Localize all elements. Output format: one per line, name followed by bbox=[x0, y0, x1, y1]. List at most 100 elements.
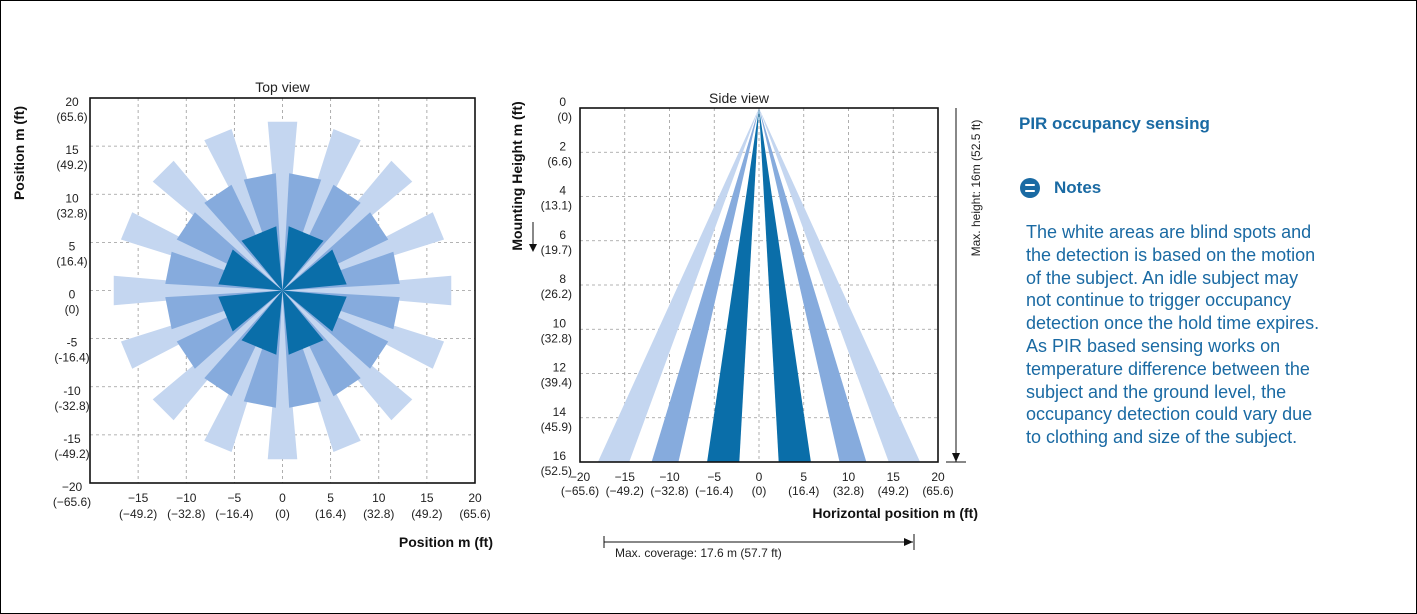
notes-line: As PIR based sensing works on bbox=[1026, 335, 1281, 356]
notes-text: The white areas are blind spots and the d… bbox=[1026, 221, 1386, 449]
top-x-tick-sublabel: (−32.8) bbox=[167, 507, 205, 521]
top-y-tick-label: -15 bbox=[63, 432, 81, 446]
top-x-tick-sublabel: (16.4) bbox=[315, 507, 346, 521]
side-y-tick-sublabel: (32.8) bbox=[541, 331, 572, 345]
top-y-tick-label: -10 bbox=[63, 384, 81, 398]
top-y-tick-sublabel: (−65.6) bbox=[53, 495, 91, 509]
side-x-tick-sublabel: (65.6) bbox=[922, 484, 953, 498]
side-y-tick-sublabel: (6.6) bbox=[547, 154, 572, 168]
side-y-tick-label: 8 bbox=[559, 272, 566, 286]
top-y-tick-sublabel: (65.6) bbox=[56, 110, 87, 124]
side-view-beam-3 bbox=[707, 108, 759, 462]
top-view-beam-ring-3 bbox=[241, 226, 283, 291]
side-x-tick-label: 10 bbox=[842, 470, 856, 484]
top-view-beam-ring-1 bbox=[267, 121, 298, 291]
info-title: PIR occupancy sensing bbox=[1019, 114, 1210, 133]
notes-line: detection once the hold time expires. bbox=[1026, 313, 1320, 334]
top-y-tick-label: 10 bbox=[65, 191, 79, 205]
notes-line: not continue to trigger occupancy bbox=[1026, 290, 1292, 311]
top-x-tick-sublabel: (65.6) bbox=[459, 507, 490, 521]
top-x-tick-label: 5 bbox=[327, 491, 334, 505]
side-x-tick-label: 15 bbox=[887, 470, 901, 484]
notes-line: temperature difference between the bbox=[1026, 358, 1310, 379]
top-view-x-axis-label: Position m (ft) bbox=[399, 534, 493, 550]
side-y-tick-label: 2 bbox=[559, 139, 566, 153]
side-y-tick-label: 10 bbox=[553, 316, 567, 330]
side-view-x-axis-label: Horizontal position m (ft) bbox=[812, 505, 978, 521]
notes-line: occupancy detection could vary due bbox=[1026, 404, 1313, 425]
top-y-tick-sublabel: (0) bbox=[65, 303, 80, 317]
side-view-title: Side view bbox=[709, 90, 770, 106]
top-view-chart: −15(−49.2)−10(−32.8)−5(−16.4)0(0)5(16.4)… bbox=[11, 79, 493, 550]
side-view-y-axis-label: Mounting Height m (ft) bbox=[509, 101, 525, 250]
side-x-tick-sublabel: (−65.6) bbox=[561, 484, 599, 498]
top-y-tick-label: -5 bbox=[67, 336, 78, 350]
top-view-beam-ring-1 bbox=[282, 160, 413, 291]
side-y-tick-label: 16 bbox=[553, 449, 567, 463]
side-y-tick-sublabel: (19.7) bbox=[541, 243, 572, 257]
side-x-tick-sublabel: (−32.8) bbox=[650, 484, 688, 498]
top-y-tick-sublabel: (-32.8) bbox=[54, 399, 89, 413]
side-view-beam-4 bbox=[759, 108, 811, 462]
top-y-tick-sublabel: (16.4) bbox=[56, 254, 87, 268]
top-x-tick-label: −10 bbox=[176, 491, 197, 505]
side-x-tick-sublabel: (32.8) bbox=[833, 484, 864, 498]
side-y-tick-sublabel: (45.9) bbox=[541, 420, 572, 434]
top-view-beam-ring-3 bbox=[282, 290, 347, 332]
top-view-beam-ring-1 bbox=[152, 160, 283, 291]
side-y-tick-sublabel: (0) bbox=[557, 110, 572, 124]
side-x-tick-sublabel: (0) bbox=[752, 484, 767, 498]
max-height-arrowhead bbox=[952, 453, 960, 462]
side-x-tick-sublabel: (16.4) bbox=[788, 484, 819, 498]
notes-header: Notes bbox=[1020, 178, 1101, 198]
side-y-tick-label: 6 bbox=[559, 228, 566, 242]
top-x-tick-sublabel: (49.2) bbox=[411, 507, 442, 521]
top-y-tick-label: 0 bbox=[69, 288, 76, 302]
top-view-beam-ring-1 bbox=[267, 290, 298, 460]
side-y-tick-label: 14 bbox=[553, 405, 567, 419]
side-y-tick-sublabel: (52.5) bbox=[541, 464, 572, 478]
notes-line: subject and the ground level, the bbox=[1026, 381, 1287, 402]
top-view-beam-ring-3 bbox=[282, 226, 324, 291]
side-x-tick-label: 20 bbox=[931, 470, 945, 484]
top-x-tick-label: 20 bbox=[468, 491, 482, 505]
max-height-label: Max. height: 16m (52.5 ft) bbox=[969, 120, 983, 257]
top-view-beam-ring-1 bbox=[282, 275, 452, 306]
top-view-y-axis-label: Position m (ft) bbox=[11, 106, 27, 200]
side-view-beam-5 bbox=[759, 108, 867, 462]
top-x-tick-sublabel: (32.8) bbox=[363, 507, 394, 521]
notes-line: The white areas are blind spots and bbox=[1026, 222, 1312, 242]
side-y-tick-sublabel: (26.2) bbox=[541, 287, 572, 301]
top-x-tick-label: −15 bbox=[128, 491, 149, 505]
side-x-tick-label: 5 bbox=[800, 470, 807, 484]
top-y-tick-sublabel: (-16.4) bbox=[54, 351, 89, 365]
side-x-tick-label: −5 bbox=[707, 470, 721, 484]
top-y-tick-label: 15 bbox=[65, 143, 79, 157]
top-view-beam-ring-3 bbox=[282, 249, 347, 291]
side-y-tick-sublabel: (13.1) bbox=[541, 199, 572, 213]
top-view-beam-ring-3 bbox=[282, 290, 324, 355]
top-view-plot-frame bbox=[89, 97, 476, 484]
side-x-tick-sublabel: (49.2) bbox=[878, 484, 909, 498]
side-x-tick-label: −20 bbox=[570, 470, 591, 484]
notes-line: of the subject. An idle subject may bbox=[1026, 267, 1299, 288]
side-view-chart: −20(−65.6) −15(−49.2) −10(−32.8) −5(−16.4) 0… bbox=[509, 90, 983, 560]
top-x-tick-label: −5 bbox=[228, 491, 242, 505]
top-view-title: Top view bbox=[255, 79, 310, 95]
side-view-plot-frame bbox=[579, 107, 939, 463]
top-y-tick-sublabel: (32.8) bbox=[56, 206, 87, 220]
side-y-tick-label: 0 bbox=[559, 95, 566, 109]
top-x-tick-sublabel: (−49.2) bbox=[119, 507, 157, 521]
top-y-tick-label: 5 bbox=[69, 239, 76, 253]
side-view-y-axis-arrowhead bbox=[529, 244, 537, 252]
top-view-beam-ring-1 bbox=[113, 275, 283, 306]
top-x-tick-label: 15 bbox=[420, 491, 434, 505]
top-x-tick-label: 10 bbox=[372, 491, 386, 505]
top-view-beam-ring-1 bbox=[282, 290, 413, 421]
notes-icon bbox=[1020, 178, 1040, 198]
side-y-tick-sublabel: (39.4) bbox=[541, 376, 572, 390]
max-coverage-label: Max. coverage: 17.6 m (57.7 ft) bbox=[615, 546, 782, 560]
side-x-tick-sublabel: (−16.4) bbox=[695, 484, 733, 498]
side-y-tick-label: 12 bbox=[553, 361, 567, 375]
top-view-beam-ring-3 bbox=[241, 290, 283, 355]
